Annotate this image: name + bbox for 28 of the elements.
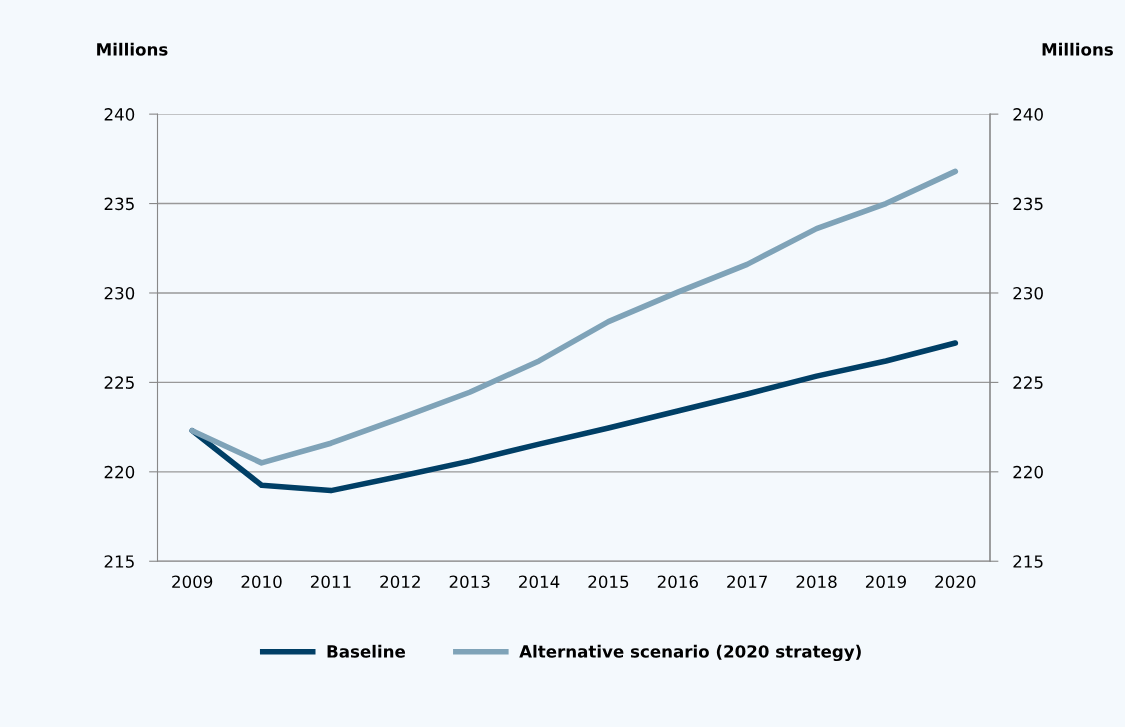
x-tick-label: 2013	[449, 575, 490, 589]
legend-label: Baseline	[327, 644, 406, 658]
x-tick-label: 2012	[380, 575, 420, 589]
y-axis-title: Millions	[97, 42, 168, 56]
x-tick-label: 2017	[727, 575, 767, 589]
x-tick-label: 2011	[310, 575, 351, 589]
x-tick-label: 2014	[519, 575, 560, 589]
y-tick-label: 220	[104, 465, 135, 479]
x-tick-label: 2019	[865, 575, 906, 589]
y-tick-label: 215	[104, 555, 134, 568]
y2-tick-label: 220	[1013, 465, 1043, 479]
y2-tick-label: 230	[1013, 286, 1043, 300]
y2-tick-label: 215	[1013, 555, 1043, 568]
x-tick-label: 2009	[172, 575, 213, 589]
y2-tick-label: 240	[1013, 108, 1043, 121]
y-tick-label: 230	[104, 286, 135, 300]
x-tick-label: 2015	[588, 575, 629, 589]
x-tick-label: 2016	[657, 575, 698, 589]
legend-label: Alternative scenario (2020 strategy)	[519, 644, 861, 662]
y-tick-label: 240	[104, 108, 135, 121]
x-tick-label: 2020	[935, 575, 976, 589]
x-tick-label: 2010	[241, 575, 282, 589]
y-tick-label: 235	[104, 197, 134, 211]
y2-axis-title: Millions	[1042, 42, 1113, 56]
y2-tick-label: 235	[1013, 197, 1043, 211]
y-tick-label: 225	[104, 376, 134, 389]
x-tick-label: 2018	[796, 575, 837, 589]
y2-tick-label: 225	[1013, 376, 1043, 389]
